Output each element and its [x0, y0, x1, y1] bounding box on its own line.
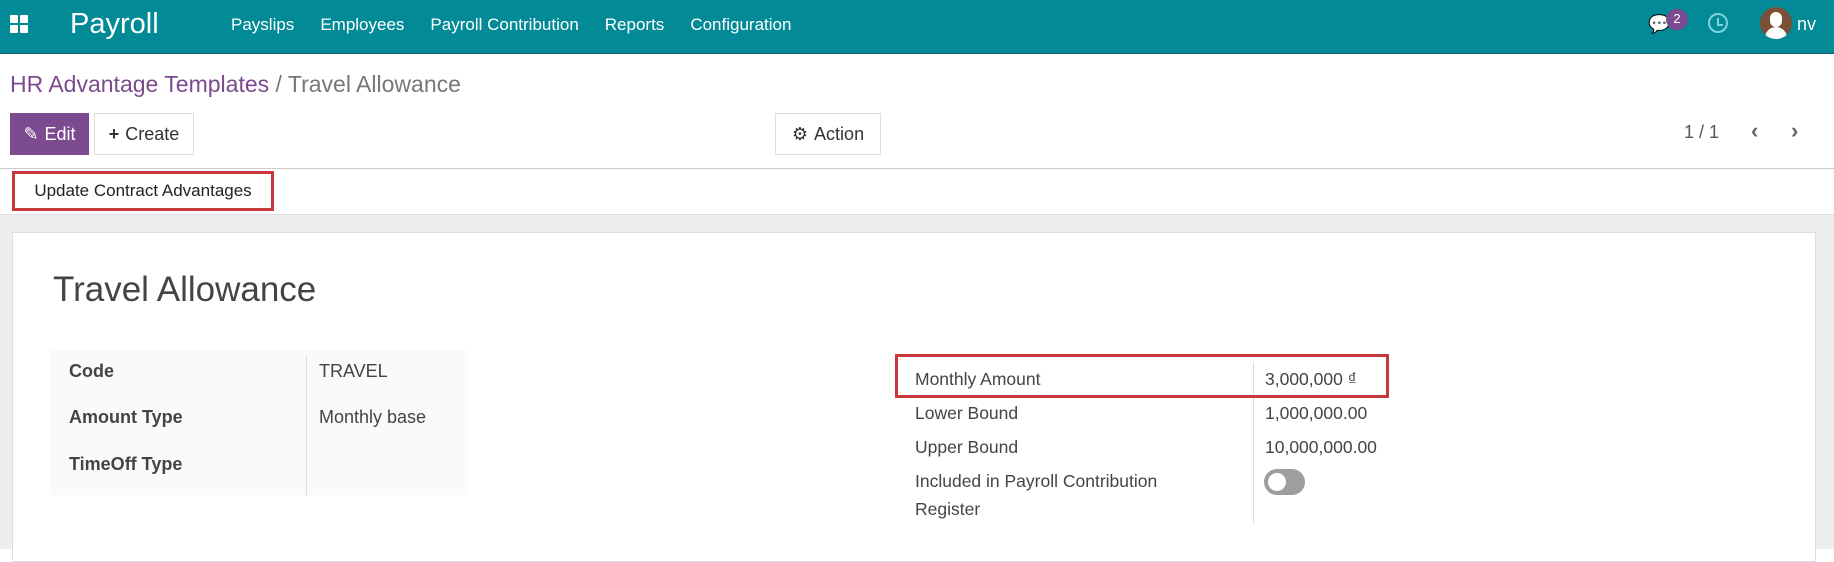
create-label: Create: [125, 123, 180, 144]
code-label: Code: [69, 361, 114, 381]
menu-payslips[interactable]: Payslips: [231, 15, 295, 34]
lower-bound-label: Lower Bound: [915, 403, 1019, 423]
user-name[interactable]: nv: [1797, 14, 1817, 34]
gear-icon: ⚙: [791, 123, 809, 144]
menu-payroll-contribution[interactable]: Payroll Contribution: [430, 15, 579, 34]
upper-bound-label: Upper Bound: [915, 437, 1019, 457]
monthly-amount-label: Monthly Amount: [915, 369, 1041, 389]
action-button[interactable]: ⚙ Action: [775, 113, 881, 155]
column-separator: [306, 356, 307, 496]
left-field-group: Code TRAVEL Amount Type Monthly base Tim…: [51, 350, 468, 496]
breadcrumb-parent[interactable]: HR Advantage Templates: [10, 71, 270, 97]
message-count-badge: 2: [1666, 9, 1688, 30]
menu-reports[interactable]: Reports: [604, 15, 665, 34]
highlight-box: [895, 354, 1389, 398]
update-contract-advantages-button[interactable]: Update Contract Advantages: [12, 171, 274, 211]
top-navbar: Payroll Payslips Employees Payroll Contr…: [0, 0, 1834, 54]
create-button[interactable]: + Create: [94, 113, 194, 155]
next-record-icon[interactable]: ›: [1791, 118, 1799, 143]
action-label: Action: [814, 123, 865, 144]
main-menu: Payslips Employees Payroll Contribution …: [231, 15, 817, 35]
apps-menu-icon[interactable]: [10, 15, 28, 33]
activity-clock-icon[interactable]: [1708, 13, 1728, 33]
pencil-icon: ✎: [23, 123, 39, 144]
lower-bound-value: 1,000,000.00: [1265, 403, 1368, 423]
breadcrumb-separator: /: [275, 71, 282, 97]
upper-bound-value: 10,000,000.00: [1265, 437, 1377, 457]
user-avatar[interactable]: [1760, 7, 1792, 39]
monthly-amount-value: 3,000,000 ₫: [1265, 369, 1357, 389]
divider: [0, 168, 1834, 169]
edit-button[interactable]: ✎ Edit: [10, 113, 89, 155]
breadcrumb: HR Advantage Templates / Travel Allowanc…: [10, 71, 461, 98]
timeoff-type-label: TimeOff Type: [69, 454, 183, 474]
edit-label: Edit: [44, 123, 76, 144]
amount-type-value: Monthly base: [319, 407, 427, 427]
messages-icon[interactable]: 💬: [1648, 14, 1671, 34]
code-value: TRAVEL: [319, 361, 388, 381]
amount-type-label: Amount Type: [69, 407, 183, 427]
included-label: Included in Payroll Contribution Registe…: [915, 471, 1158, 519]
previous-record-icon[interactable]: ‹: [1751, 118, 1759, 143]
menu-employees[interactable]: Employees: [320, 15, 405, 34]
app-title[interactable]: Payroll: [70, 8, 159, 40]
breadcrumb-current: Travel Allowance: [287, 71, 461, 97]
included-toggle[interactable]: [1264, 469, 1305, 495]
column-separator: [1253, 362, 1254, 524]
record-title: Travel Allowance: [53, 270, 317, 309]
pager-counter: 1 / 1: [1684, 122, 1720, 142]
plus-icon: +: [108, 123, 120, 144]
menu-configuration[interactable]: Configuration: [690, 15, 792, 34]
